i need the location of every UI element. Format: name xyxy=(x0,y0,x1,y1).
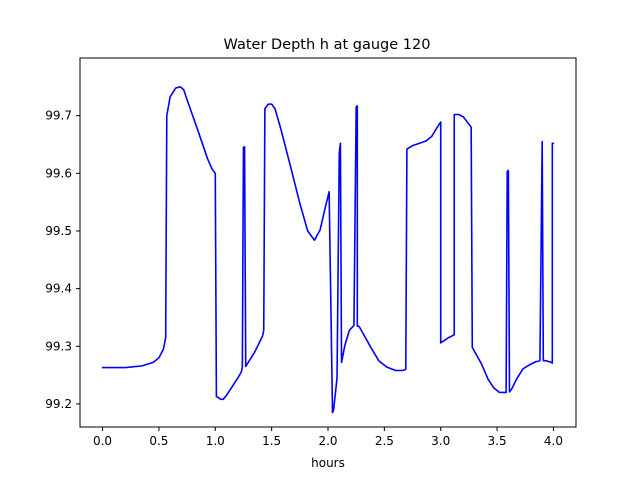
y-axis: 99.2 99.3 99.4 99.5 99.6 99.7 xyxy=(45,109,80,411)
plot-frame xyxy=(79,57,577,428)
x-tick-label: 3.5 xyxy=(488,434,507,448)
x-tick-label: 3.0 xyxy=(431,434,450,448)
x-axis: 0.0 0.5 1.0 1.5 2.0 2.5 3.0 3.5 4.0 xyxy=(93,427,563,448)
y-tick-label: 99.4 xyxy=(45,282,72,296)
x-axis-label: hours xyxy=(311,456,345,470)
series-line-0 xyxy=(101,86,555,414)
x-tick-label: 0.0 xyxy=(93,434,112,448)
x-tick-label: 2.0 xyxy=(318,434,337,448)
y-tick-label: 99.5 xyxy=(45,224,72,238)
x-tick-label: 1.0 xyxy=(206,434,225,448)
x-tick-label: 0.5 xyxy=(149,434,168,448)
chart-title: Water Depth h at gauge 120 xyxy=(224,37,431,53)
y-tick-label: 99.3 xyxy=(45,339,72,353)
x-tick-label: 4.0 xyxy=(544,434,563,448)
x-tick-label: 2.5 xyxy=(375,434,394,448)
y-tick-label: 99.7 xyxy=(45,109,72,123)
plot-area xyxy=(79,57,577,428)
y-tick-label: 99.6 xyxy=(45,166,72,180)
y-tick-label: 99.2 xyxy=(45,397,72,411)
x-tick-label: 1.5 xyxy=(262,434,281,448)
